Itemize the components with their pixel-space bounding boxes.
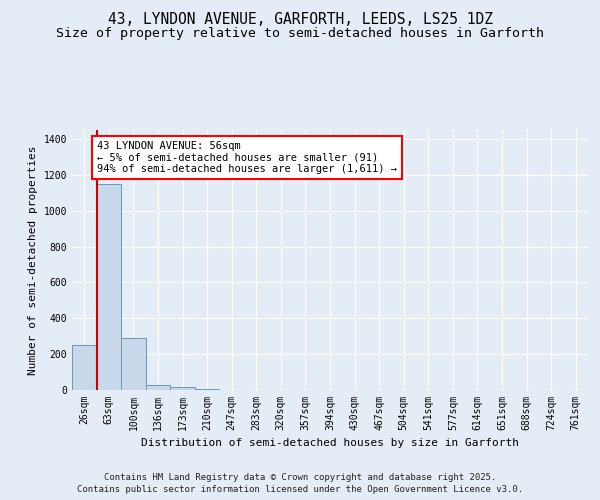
Text: Contains public sector information licensed under the Open Government Licence v3: Contains public sector information licen… (77, 485, 523, 494)
Text: Size of property relative to semi-detached houses in Garforth: Size of property relative to semi-detach… (56, 28, 544, 40)
Text: 43, LYNDON AVENUE, GARFORTH, LEEDS, LS25 1DZ: 43, LYNDON AVENUE, GARFORTH, LEEDS, LS25… (107, 12, 493, 28)
Bar (121, 338, 146, 390)
Bar (170, 388, 195, 390)
Bar (195, 389, 220, 390)
Bar (97, 184, 121, 390)
X-axis label: Distribution of semi-detached houses by size in Garforth: Distribution of semi-detached houses by … (141, 438, 519, 448)
Text: 43 LYNDON AVENUE: 56sqm
← 5% of semi-detached houses are smaller (91)
94% of sem: 43 LYNDON AVENUE: 56sqm ← 5% of semi-det… (97, 141, 397, 174)
Bar (72, 345, 97, 390)
Y-axis label: Number of semi-detached properties: Number of semi-detached properties (28, 145, 38, 375)
Text: Contains HM Land Registry data © Crown copyright and database right 2025.: Contains HM Land Registry data © Crown c… (104, 472, 496, 482)
Bar (146, 384, 170, 390)
